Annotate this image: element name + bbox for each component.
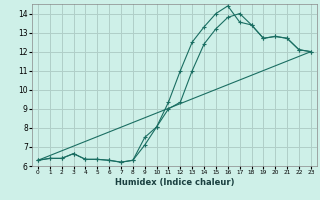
- X-axis label: Humidex (Indice chaleur): Humidex (Indice chaleur): [115, 178, 234, 187]
